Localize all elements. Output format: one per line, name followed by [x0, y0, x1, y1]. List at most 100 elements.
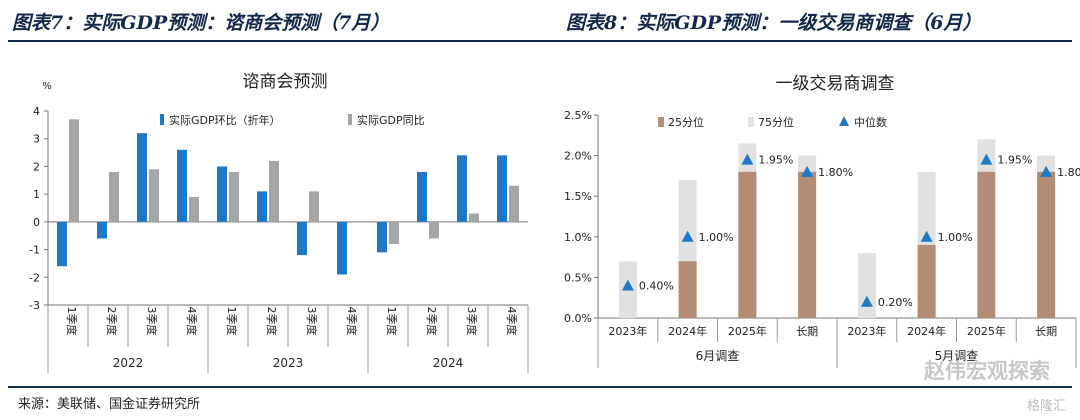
- x-tick-label: 1季度: [65, 307, 79, 336]
- legend-label-yoy: 实际GDP同比: [357, 113, 425, 127]
- y-tick-label: 0.5%: [564, 271, 592, 284]
- x-tick-label: 4季度: [345, 307, 359, 336]
- x-tick-label: 2024年: [907, 324, 946, 338]
- bar-qoq: [377, 221, 387, 253]
- watermark: 赵伟宏观探索: [924, 359, 1050, 383]
- x-tick-label: 3季度: [465, 307, 479, 336]
- group-label: 5月调查: [935, 349, 979, 363]
- median-marker: [1040, 165, 1053, 177]
- group-label: 2022: [113, 356, 144, 370]
- y-tick-label: 1.5%: [564, 190, 592, 203]
- median-data-label: 1.00%: [699, 231, 734, 244]
- median-data-label: 1.95%: [997, 154, 1032, 167]
- legend-label-median: 中位数: [854, 115, 887, 129]
- bar-yoy: [269, 160, 279, 222]
- median-marker: [681, 230, 694, 242]
- median-data-label: 0.20%: [878, 296, 913, 309]
- x-tick-label: 2025年: [728, 324, 767, 338]
- bar-qoq: [457, 155, 467, 222]
- x-tick-label: 2季度: [425, 307, 439, 336]
- bar-qoq: [417, 171, 427, 222]
- bar-yoy: [149, 169, 159, 222]
- median-data-label: 0.40%: [639, 280, 674, 293]
- x-tick-label: 2季度: [265, 307, 279, 336]
- x-tick-label: 2024年: [668, 324, 707, 338]
- x-tick-label: 长期: [1035, 325, 1057, 338]
- bar-yoy: [109, 171, 119, 222]
- y-tick-label: 3: [33, 133, 40, 146]
- bar-yoy: [229, 171, 239, 222]
- median-marker: [741, 153, 754, 165]
- median-data-label: 1.95%: [758, 154, 793, 167]
- legend-swatch-yoy: [348, 114, 352, 125]
- x-tick-label: 1季度: [385, 307, 399, 336]
- legend-marker-median: [839, 116, 849, 126]
- bar-yoy: [389, 221, 399, 245]
- legend-swatch-p25: [658, 117, 664, 127]
- bar-qoq: [297, 221, 307, 256]
- bar-p25: [917, 244, 936, 318]
- bar-yoy: [69, 119, 79, 222]
- x-tick-label: 长期: [796, 325, 818, 338]
- legend-swatch-p75: [748, 117, 754, 127]
- source-note: 来源：美联储、国金证券研究所: [18, 397, 201, 412]
- median-data-label: 1.80%: [1057, 166, 1080, 179]
- x-tick-label: 2023年: [847, 324, 886, 338]
- bar-p25: [1037, 171, 1056, 318]
- group-label: 2023: [273, 356, 304, 370]
- y-tick-label: 0.0%: [564, 312, 592, 325]
- footer-rule: [8, 386, 1072, 388]
- y-tick-label: 2.5%: [564, 109, 592, 122]
- bar-p25: [738, 171, 757, 318]
- y-tick-label: -3: [29, 299, 40, 312]
- bar-qoq: [57, 221, 67, 267]
- x-tick-label: 3季度: [145, 307, 159, 336]
- y-tick-label: -2: [29, 271, 40, 284]
- chart-title: 谘商会预测: [243, 72, 328, 92]
- median-data-label: 1.80%: [818, 166, 853, 179]
- bar-p25: [798, 171, 817, 318]
- bar-qoq: [257, 191, 267, 222]
- median-marker: [980, 153, 993, 165]
- dealer-survey-chart: 一级交易商调查 2.5% 2.0% 1.5% 1.0% 0.5% 0.0% 0.40% 2023…: [564, 74, 1080, 368]
- consensus-forecast-chart: 谘商会预测% 4 3 2 1 0 -1 -2 -3 1季度 2季度 3季度 4季度 1季度 2季度 3季度 4季…: [29, 72, 529, 373]
- legend-label-p25: 25分位: [668, 115, 704, 129]
- bar-yoy: [429, 221, 439, 239]
- bar-yoy: [509, 185, 519, 222]
- legend-label-p75: 75分位: [758, 115, 794, 129]
- median-marker: [860, 295, 873, 307]
- brand-watermark: 格隆汇: [1026, 399, 1066, 414]
- y-tick-label: -1: [29, 244, 40, 257]
- legend-label-qoq: 实际GDP环比（折年）: [169, 113, 281, 127]
- median-marker: [621, 279, 634, 291]
- right-figure-title: 图表8：实际GDP预测：一级交易商调查（6月）: [566, 12, 982, 34]
- x-tick-label: 3季度: [305, 307, 319, 336]
- median-marker: [920, 230, 933, 242]
- y-tick-label: 2.0%: [564, 150, 592, 163]
- y-tick-label: 2: [33, 160, 40, 173]
- x-tick-label: 1季度: [225, 307, 239, 336]
- x-tick-label: 2023年: [608, 324, 647, 338]
- bar-p75: [857, 253, 876, 318]
- x-tick-label: 2025年: [967, 324, 1006, 338]
- group-label: 6月调查: [696, 349, 740, 363]
- y-tick-label: 1.0%: [564, 231, 592, 244]
- chart-title: 一级交易商调查: [776, 74, 895, 94]
- x-tick-label: 2季度: [105, 307, 119, 336]
- header-rule: [8, 40, 1072, 42]
- x-tick-label: 4季度: [185, 307, 199, 336]
- bar-qoq: [337, 221, 347, 275]
- bar-yoy: [469, 213, 479, 222]
- bar-qoq: [497, 155, 507, 222]
- y-tick-label: 1: [33, 188, 40, 201]
- bar-yoy: [189, 196, 199, 222]
- bar-qoq: [97, 221, 107, 239]
- median-data-label: 1.00%: [938, 231, 973, 244]
- bar-yoy: [309, 191, 319, 222]
- bar-qoq: [217, 166, 227, 222]
- bar-qoq: [137, 133, 147, 222]
- bar-p25: [977, 171, 996, 318]
- y-tick-label: 0: [33, 216, 40, 229]
- left-figure-title: 图表7：实际GDP预测：谘商会预测（7月）: [12, 12, 390, 34]
- y-tick-label: 4: [33, 105, 40, 118]
